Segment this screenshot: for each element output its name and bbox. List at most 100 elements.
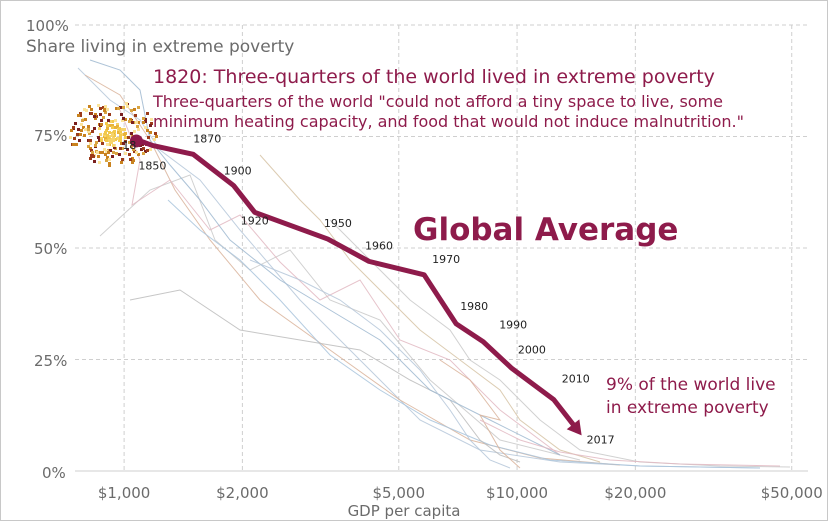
cluster-point — [94, 113, 97, 116]
cluster-point — [105, 139, 108, 142]
cluster-point — [137, 121, 140, 124]
cluster-point — [107, 119, 110, 122]
country-line — [479, 419, 781, 467]
x-tick-label: $20,000 — [604, 484, 666, 502]
cluster-point — [93, 115, 96, 118]
cluster-point — [111, 133, 114, 136]
cluster-point — [90, 149, 93, 152]
cluster-point — [137, 106, 140, 109]
cluster-point — [82, 126, 85, 129]
cluster-point — [114, 126, 117, 129]
start-point — [129, 134, 143, 148]
cluster-point — [77, 114, 80, 117]
cluster-point — [149, 124, 152, 127]
cluster-point — [111, 155, 114, 158]
cluster-point — [72, 126, 75, 129]
year-label: 1960 — [365, 239, 393, 252]
chart-title: Share living in extreme poverty — [26, 37, 294, 57]
cluster-point — [101, 151, 104, 154]
year-label: 1980 — [460, 300, 488, 313]
cluster-point — [108, 135, 111, 138]
cluster-point — [124, 136, 127, 139]
cluster-point — [128, 120, 131, 123]
cluster-point — [76, 133, 79, 136]
cluster-point — [70, 129, 73, 132]
cluster-point — [111, 124, 114, 127]
cluster-point — [144, 126, 147, 129]
cluster-point — [119, 130, 122, 133]
cluster-point — [83, 134, 86, 137]
year-label: 1870 — [193, 132, 221, 145]
cluster-point — [94, 144, 97, 147]
cluster-point — [93, 160, 96, 163]
cluster-point — [85, 109, 88, 112]
cluster-point — [106, 156, 109, 159]
cluster-point — [131, 121, 134, 124]
x-axis-label: GDP per capita — [348, 502, 461, 520]
cluster-point — [119, 137, 122, 140]
cluster-point — [69, 136, 72, 139]
cluster-point — [150, 118, 153, 121]
cluster-point — [117, 107, 120, 110]
cluster-point — [137, 153, 140, 156]
cluster-point — [106, 127, 109, 130]
cluster-point — [111, 120, 114, 123]
cluster-point — [104, 132, 107, 135]
cluster-point — [121, 147, 124, 150]
cluster-point — [79, 133, 82, 136]
cluster-point — [116, 123, 119, 126]
cluster-point — [120, 161, 123, 164]
cluster-point — [113, 146, 116, 149]
cluster-point — [146, 129, 149, 132]
cluster-point — [122, 117, 125, 120]
cluster-point — [146, 112, 149, 115]
cluster-point — [131, 161, 134, 164]
cluster-point — [79, 114, 82, 117]
cluster-point — [132, 148, 135, 151]
cluster-point — [84, 128, 87, 131]
cluster-point — [122, 106, 125, 109]
cluster-point — [98, 139, 101, 142]
cluster-point — [134, 114, 137, 117]
year-label: 1950 — [324, 217, 352, 230]
cluster-point — [146, 149, 149, 152]
y-tick-label: 0% — [42, 464, 66, 482]
cluster-point — [80, 123, 83, 126]
year-label: 1990 — [499, 319, 527, 332]
cluster-point — [149, 131, 152, 134]
cluster-point — [108, 162, 111, 165]
cluster-point — [154, 132, 157, 135]
cluster-point — [120, 113, 123, 116]
cluster-point — [91, 154, 94, 157]
cluster-point — [119, 106, 122, 109]
cluster-point — [108, 158, 111, 161]
cluster-point — [155, 135, 158, 138]
cluster-point — [108, 164, 111, 167]
cluster-point — [98, 151, 101, 154]
cluster-point — [104, 153, 107, 156]
end-annotation-line1: 9% of the world live — [606, 375, 776, 395]
cluster-point — [75, 143, 78, 146]
cluster-point — [97, 136, 100, 139]
cluster-point — [114, 138, 117, 141]
cluster-point — [100, 123, 103, 126]
cluster-point — [125, 102, 128, 105]
cluster-point — [130, 109, 133, 112]
country-line — [89, 59, 561, 456]
cluster-point — [100, 139, 103, 142]
cluster-point — [109, 120, 112, 123]
country-line — [259, 154, 601, 463]
cluster-point — [87, 128, 90, 131]
cluster-point — [130, 145, 133, 148]
cluster-point — [121, 158, 124, 161]
cluster-point — [135, 121, 138, 124]
cluster-point — [112, 151, 115, 154]
cluster-point — [89, 147, 92, 150]
cluster-point — [118, 153, 121, 156]
cluster-point — [124, 118, 127, 121]
cluster-point — [102, 106, 105, 109]
country-line — [119, 109, 561, 456]
cluster-point — [113, 134, 116, 137]
cluster-point — [119, 134, 122, 137]
